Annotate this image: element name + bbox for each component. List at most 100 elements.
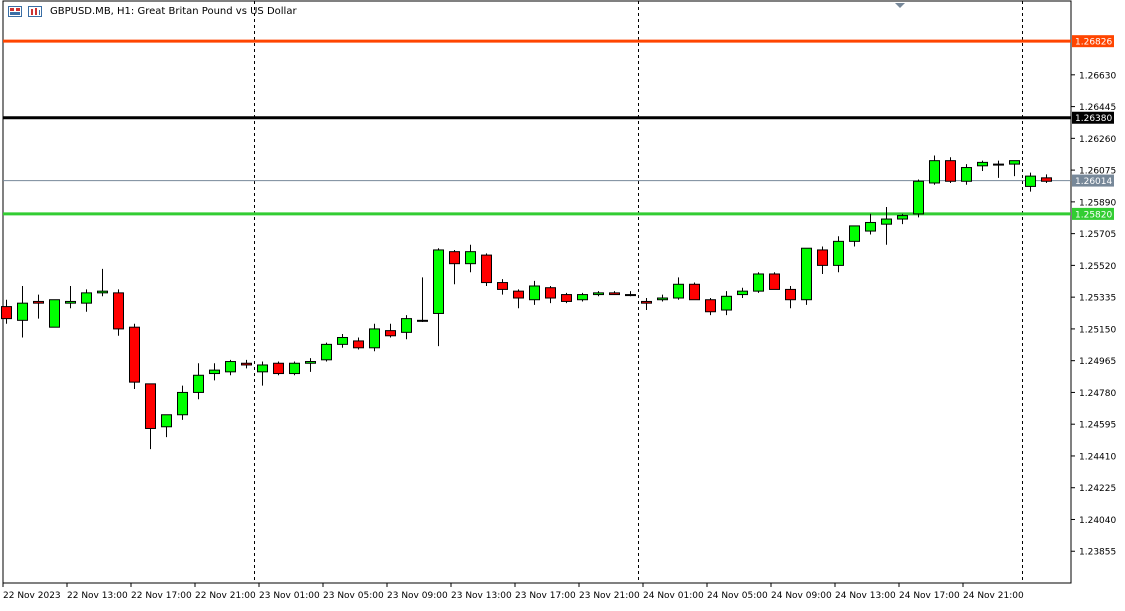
x-tick-label: 22 Nov 17:00 xyxy=(131,591,192,601)
y-tick-label: 1.26260 xyxy=(1079,135,1116,145)
candle-body-bull xyxy=(65,300,76,304)
y-tick-label: 1.24595 xyxy=(1079,421,1116,431)
candle-body-bear xyxy=(689,283,700,301)
candle-body-bull xyxy=(433,249,444,314)
candle-body-bear xyxy=(129,326,140,383)
candle-body-bull xyxy=(369,328,380,349)
y-tick-label: 1.25705 xyxy=(1079,230,1116,240)
candle-body-bull xyxy=(881,218,892,225)
y-tick-label: 1.25520 xyxy=(1079,262,1116,272)
y-tick-label: 1.24040 xyxy=(1079,516,1116,526)
candle-body-bull xyxy=(833,240,844,266)
candle-body-bull xyxy=(801,247,812,301)
candle-body-bear xyxy=(353,340,364,349)
candle-body-bear xyxy=(273,362,284,375)
y-tick-label: 1.25335 xyxy=(1079,294,1116,304)
candle-body-bull xyxy=(1025,175,1036,187)
x-tick-label: 24 Nov 21:00 xyxy=(963,591,1024,601)
candle-body-bull xyxy=(209,369,220,375)
candle-body-bull xyxy=(929,160,940,184)
x-tick-label: 24 Nov 13:00 xyxy=(835,591,896,601)
candle-body-bear xyxy=(609,292,620,296)
x-tick-label: 24 Nov 05:00 xyxy=(707,591,768,601)
x-tick-label: 24 Nov 01:00 xyxy=(643,591,704,601)
candle-body-bull xyxy=(625,294,636,297)
candle-body-bull xyxy=(465,251,476,265)
candle-body-bull xyxy=(161,414,172,428)
candle-body-bear xyxy=(513,290,524,299)
candle-body-bear xyxy=(561,294,572,302)
price-label-pivot: 1.26380 xyxy=(1075,114,1112,124)
candle-body-bull xyxy=(401,318,412,333)
candle-body-bear xyxy=(497,282,508,290)
x-tick-label: 23 Nov 17:00 xyxy=(515,591,576,601)
price-label-resistance: 1.26826 xyxy=(1075,38,1112,48)
candle-body-bear xyxy=(1041,177,1052,182)
y-tick-label: 1.24965 xyxy=(1079,357,1116,367)
candle-body-bull xyxy=(289,362,300,375)
candle-body-bull xyxy=(865,221,876,232)
candle-body-bull xyxy=(737,290,748,296)
x-tick-label: 23 Nov 01:00 xyxy=(259,591,320,601)
candle-body-bull xyxy=(337,336,348,345)
y-tick-label: 1.26075 xyxy=(1079,167,1116,177)
candle-body-bear xyxy=(785,288,796,301)
chart-type-icon[interactable] xyxy=(8,6,22,17)
candle-body-bull xyxy=(1009,160,1020,165)
x-tick-label: 23 Nov 21:00 xyxy=(579,591,640,601)
price-label-bg-support xyxy=(1072,207,1114,220)
candle-body-bear xyxy=(145,383,156,429)
x-tick-label: 23 Nov 13:00 xyxy=(451,591,512,601)
price-label-bg-resistance xyxy=(1072,35,1114,48)
candle-body-bull xyxy=(977,161,988,167)
x-tick-label: 23 Nov 09:00 xyxy=(387,591,448,601)
price-label-bg-bid xyxy=(1072,174,1114,187)
candle-body-bull xyxy=(913,180,924,215)
x-tick-label: 22 Nov 2023 xyxy=(3,591,61,601)
chart-title: GBPUSD.MB, H1: Great Britan Pound vs US … xyxy=(50,6,297,17)
candle-body-bull xyxy=(577,294,588,301)
candle-body-bull xyxy=(673,283,684,299)
price-label-bid: 1.26014 xyxy=(1075,177,1112,187)
candle-body-bull xyxy=(849,225,860,242)
candle-body-bear xyxy=(945,160,956,182)
y-tick-label: 1.26445 xyxy=(1079,103,1116,113)
x-tick-label: 24 Nov 09:00 xyxy=(771,591,832,601)
candle-body-bull xyxy=(225,361,236,373)
candle-body-bear xyxy=(817,249,828,266)
y-tick-label: 1.24780 xyxy=(1079,389,1116,399)
candle-body-bull xyxy=(305,361,316,364)
candle-body-bear xyxy=(33,300,44,304)
price-label-support: 1.25820 xyxy=(1075,210,1112,220)
candle-body-bull xyxy=(753,273,764,292)
candle-body-bull xyxy=(81,292,92,304)
candle-body-bull xyxy=(49,299,60,328)
timeframe-icon[interactable] xyxy=(28,6,42,17)
candle-body-bull xyxy=(17,302,28,321)
candle-body-bear xyxy=(641,300,652,304)
y-tick-label: 1.25150 xyxy=(1079,325,1116,335)
candle-body-bull xyxy=(97,290,108,294)
candle-body-bull xyxy=(993,163,1004,166)
candle-body-bull xyxy=(177,391,188,416)
x-tick-label: 23 Nov 05:00 xyxy=(323,591,384,601)
candle-body-bull xyxy=(961,167,972,182)
price-label-bg-pivot xyxy=(1072,111,1114,124)
candle-body-bull xyxy=(193,374,204,393)
x-tick-label: 22 Nov 13:00 xyxy=(67,591,128,601)
candle-body-bear xyxy=(545,287,556,299)
candle-body-bull xyxy=(529,285,540,301)
y-tick-label: 1.26630 xyxy=(1079,71,1116,81)
candle-body-bull xyxy=(257,364,268,373)
candle-body-bear xyxy=(241,362,252,366)
x-tick-label: 24 Nov 17:00 xyxy=(899,591,960,601)
x-tick-label: 22 Nov 21:00 xyxy=(195,591,256,601)
y-tick-label: 1.25890 xyxy=(1079,198,1116,208)
candle-body-bear xyxy=(705,299,716,313)
candle-body-bull xyxy=(721,295,732,311)
candle-body-bear xyxy=(769,273,780,290)
candle-body-bear xyxy=(385,330,396,337)
candle-body-bull xyxy=(897,215,908,220)
